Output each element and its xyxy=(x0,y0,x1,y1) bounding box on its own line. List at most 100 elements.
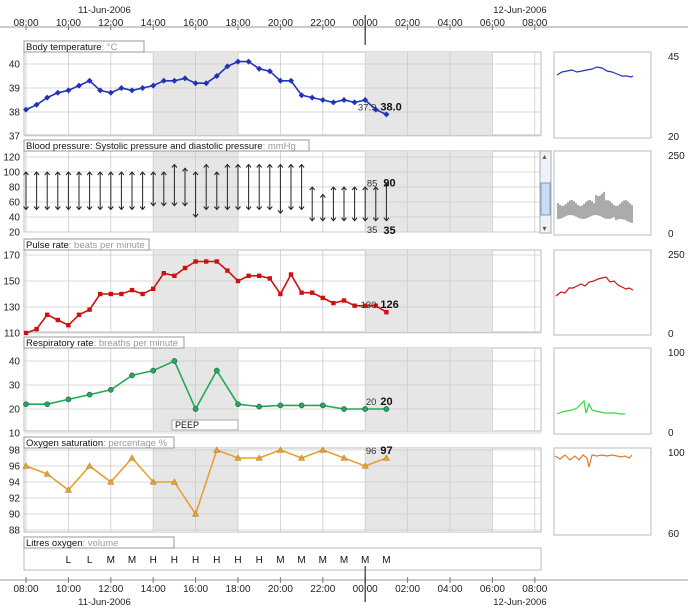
spo2-panel-point xyxy=(213,446,221,453)
bp-diastolic-arrow xyxy=(76,206,82,211)
resp-panel-point xyxy=(235,401,241,408)
resp-panel-point xyxy=(341,406,347,412)
bp-diastolic-arrow xyxy=(224,206,231,211)
resp-panel-point xyxy=(23,401,29,408)
resp-panel-mini-min: 0 xyxy=(668,428,674,439)
spo2-panel-point xyxy=(234,454,242,461)
temperature-panel-point xyxy=(129,87,135,94)
spo2-panel-point xyxy=(361,462,369,469)
bp-diastolic-arrow xyxy=(341,217,347,222)
spo2-panel-point xyxy=(64,486,72,493)
oxygen-volume-level: M xyxy=(361,555,369,566)
resp-panel-last-label: 20 xyxy=(366,397,377,408)
temperature-panel-title: Body temperature: °C xyxy=(26,42,118,53)
pulse-panel-point xyxy=(341,298,347,303)
bp-systolic-arrow xyxy=(256,163,263,168)
temperature-panel-mini-min: 20 xyxy=(668,132,680,143)
bp-systolic-arrow xyxy=(139,171,146,176)
resp-panel-y-tick: 30 xyxy=(9,381,21,392)
pulse-panel-last-label: 130 xyxy=(361,300,377,311)
temperature-panel-mini-trend xyxy=(556,66,634,78)
temperature-panel-point xyxy=(33,101,40,108)
pulse-panel-point xyxy=(225,268,230,273)
pulse-panel-point xyxy=(119,291,124,297)
spo2-panel-point xyxy=(128,454,136,461)
resp-panel-point xyxy=(256,403,263,410)
spo2-panel-mini-min: 60 xyxy=(668,529,680,540)
bp-systolic-arrow xyxy=(33,171,40,176)
oxygen-volume-level: H xyxy=(234,555,241,566)
spo2-panel-point xyxy=(107,478,115,485)
top-time-tick: 08:00 xyxy=(13,18,38,29)
resp-panel-mini-trend xyxy=(556,399,625,415)
temperature-panel-unit: : °C xyxy=(102,42,118,53)
temperature-panel-point xyxy=(235,58,241,65)
bp-diastolic-arrow xyxy=(182,202,188,207)
bp-diastolic-arrow xyxy=(351,217,358,222)
resp-panel-point xyxy=(86,391,93,398)
top-time-tick: 20:00 xyxy=(268,18,293,29)
resp-panel-point xyxy=(129,372,135,379)
spo2-panel-point xyxy=(382,454,390,461)
resp-panel-title-text: Respiratory rate xyxy=(26,338,94,349)
bp-systolic-arrow xyxy=(107,171,114,176)
temperature-panel-point xyxy=(266,68,273,75)
spo2-panel-y-tick: 94 xyxy=(9,478,21,489)
temperature-panel-point xyxy=(351,99,358,106)
spo2-panel-y-tick: 90 xyxy=(9,510,21,521)
temperature-panel-point xyxy=(372,106,379,113)
temperature-panel-point xyxy=(97,87,104,94)
bp-diastolic-arrow xyxy=(23,206,29,211)
bp-panel-y-tick: 40 xyxy=(9,213,21,224)
bp-diastolic-arrow xyxy=(33,206,40,211)
temperature-panel-y-tick: 37 xyxy=(9,132,21,143)
pulse-panel-title-tab xyxy=(23,238,150,251)
spo2-panel-current-value: 97 xyxy=(380,445,392,457)
temperature-panel-point xyxy=(23,106,29,113)
bp-panel-mini-max: 250 xyxy=(668,151,685,162)
pulse-panel-point xyxy=(34,326,39,332)
spo2-panel-series-line xyxy=(25,448,387,516)
temperature-panel-shade-2 xyxy=(365,52,493,135)
bp-systolic-arrow xyxy=(76,171,82,176)
resp-panel-shade-2 xyxy=(365,348,493,431)
temperature-panel-point xyxy=(319,97,326,103)
bp-systolic-arrow xyxy=(160,171,167,176)
bp-diastolic-arrow xyxy=(319,217,326,222)
oxygen-volume-title-tab xyxy=(23,536,175,549)
resp-panel-point xyxy=(298,402,305,409)
bp-panel-title-text: Blood pressure: Systolic pressure and di… xyxy=(26,141,263,152)
spo2-panel-point xyxy=(43,470,51,477)
bp-diastolic-arrow xyxy=(235,206,241,211)
pulse-panel-point xyxy=(214,259,219,264)
spo2-panel-title: Oxygen saturation: percentage % xyxy=(26,438,168,449)
pulse-panel-point xyxy=(373,303,378,308)
pulse-panel-point xyxy=(204,259,209,264)
pulse-panel-title: Pulse rate: beats per minute xyxy=(26,240,145,251)
oxygen-volume-level: L xyxy=(87,555,93,566)
spo2-panel-point xyxy=(149,478,157,485)
pulse-panel-point xyxy=(299,290,304,295)
bp-systolic-arrow xyxy=(23,171,29,176)
resp-panel-point xyxy=(319,402,326,409)
pulse-panel-y-tick: 150 xyxy=(3,277,20,288)
temperature-panel-point xyxy=(182,75,188,82)
resp-panel-point xyxy=(44,401,51,408)
bp-diastolic-arrow xyxy=(160,202,167,207)
top-time-tick: 08:00 xyxy=(522,18,547,29)
bottom-time-tick: 20:00 xyxy=(268,584,293,595)
bp-diastolic-arrow xyxy=(245,206,252,211)
resp-panel-point xyxy=(150,367,157,374)
resp-panel-unit: : breaths per minute xyxy=(94,338,179,349)
bp-panel-mini-frame xyxy=(553,150,652,236)
bp-diastolic-arrow xyxy=(203,206,210,211)
pulse-panel-current-value: 126 xyxy=(380,299,398,311)
oxygen-volume-level: H xyxy=(213,555,220,566)
spo2-panel-y-tick: 88 xyxy=(9,526,21,537)
resp-panel-point xyxy=(192,406,199,412)
resp-panel-point xyxy=(277,402,284,409)
bp-systolic-arrow xyxy=(341,186,347,191)
pulse-panel-y-tick: 110 xyxy=(4,329,20,340)
spo2-panel-title-text: Oxygen saturation xyxy=(26,438,103,449)
